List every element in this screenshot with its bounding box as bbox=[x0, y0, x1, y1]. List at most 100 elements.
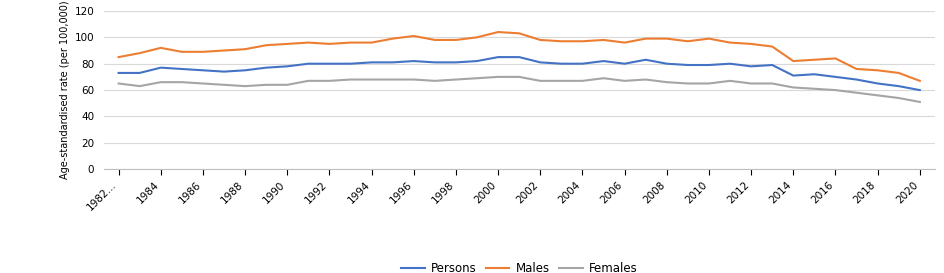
Males bbox=[767, 45, 778, 48]
Males bbox=[724, 41, 735, 44]
Persons bbox=[872, 82, 884, 85]
Line: Females: Females bbox=[119, 77, 919, 102]
Males bbox=[303, 41, 314, 44]
Males bbox=[787, 60, 799, 63]
Persons bbox=[640, 58, 651, 61]
Persons bbox=[619, 62, 631, 65]
Females bbox=[724, 79, 735, 82]
Females bbox=[851, 91, 862, 94]
Males bbox=[430, 38, 441, 41]
Females bbox=[240, 85, 251, 88]
Females bbox=[430, 79, 441, 82]
Males bbox=[830, 57, 841, 60]
Males bbox=[450, 38, 462, 41]
Persons bbox=[893, 85, 904, 88]
Females bbox=[450, 78, 462, 81]
Persons bbox=[471, 60, 482, 63]
Persons bbox=[155, 66, 166, 69]
Persons bbox=[661, 62, 672, 65]
Males bbox=[240, 48, 251, 51]
Males bbox=[177, 50, 188, 54]
Persons bbox=[261, 66, 272, 69]
Males bbox=[155, 46, 166, 49]
Males bbox=[493, 30, 504, 34]
Persons bbox=[830, 75, 841, 79]
Females bbox=[324, 79, 335, 82]
Males bbox=[514, 32, 525, 35]
Persons bbox=[767, 63, 778, 67]
Males bbox=[851, 67, 862, 71]
Persons bbox=[177, 67, 188, 71]
Females bbox=[493, 75, 504, 79]
Females bbox=[134, 85, 145, 88]
Males bbox=[408, 34, 419, 38]
Females bbox=[218, 83, 229, 87]
Males bbox=[640, 37, 651, 40]
Males bbox=[366, 41, 378, 44]
Females bbox=[471, 77, 482, 80]
Persons bbox=[281, 65, 293, 68]
Males bbox=[134, 52, 145, 55]
Persons bbox=[809, 73, 820, 76]
Males bbox=[345, 41, 356, 44]
Females bbox=[177, 81, 188, 84]
Females bbox=[640, 78, 651, 81]
Persons bbox=[218, 70, 229, 73]
Males bbox=[809, 58, 820, 61]
Y-axis label: Age-standardised rate (per 100,000): Age-standardised rate (per 100,000) bbox=[60, 1, 70, 179]
Females bbox=[408, 78, 419, 81]
Males bbox=[872, 69, 884, 72]
Males bbox=[387, 37, 398, 40]
Females bbox=[683, 82, 694, 85]
Females bbox=[830, 88, 841, 92]
Persons bbox=[387, 61, 398, 64]
Persons bbox=[113, 71, 125, 75]
Males bbox=[534, 38, 546, 41]
Persons bbox=[577, 62, 588, 65]
Males bbox=[218, 49, 229, 52]
Males bbox=[197, 50, 209, 54]
Females bbox=[703, 82, 715, 85]
Line: Males: Males bbox=[119, 32, 919, 81]
Persons bbox=[450, 61, 462, 64]
Females bbox=[914, 100, 925, 104]
Males bbox=[324, 42, 335, 46]
Persons bbox=[324, 62, 335, 65]
Line: Persons: Persons bbox=[119, 57, 919, 90]
Males bbox=[281, 42, 293, 46]
Persons bbox=[430, 61, 441, 64]
Persons bbox=[493, 55, 504, 59]
Males bbox=[683, 40, 694, 43]
Males bbox=[471, 36, 482, 39]
Females bbox=[514, 75, 525, 79]
Persons bbox=[556, 62, 567, 65]
Females bbox=[387, 78, 398, 81]
Persons bbox=[534, 61, 546, 64]
Persons bbox=[514, 55, 525, 59]
Females bbox=[809, 87, 820, 90]
Males bbox=[914, 79, 925, 82]
Males bbox=[893, 71, 904, 75]
Females bbox=[598, 77, 609, 80]
Persons bbox=[598, 60, 609, 63]
Persons bbox=[240, 69, 251, 72]
Females bbox=[534, 79, 546, 82]
Persons bbox=[914, 88, 925, 92]
Persons bbox=[851, 78, 862, 81]
Persons bbox=[303, 62, 314, 65]
Females bbox=[261, 83, 272, 87]
Females bbox=[303, 79, 314, 82]
Females bbox=[767, 82, 778, 85]
Females bbox=[787, 86, 799, 89]
Persons bbox=[683, 63, 694, 67]
Persons bbox=[134, 71, 145, 75]
Persons bbox=[408, 60, 419, 63]
Females bbox=[281, 83, 293, 87]
Males bbox=[556, 40, 567, 43]
Males bbox=[598, 38, 609, 41]
Males bbox=[619, 41, 631, 44]
Males bbox=[113, 55, 125, 59]
Males bbox=[703, 37, 715, 40]
Females bbox=[345, 78, 356, 81]
Persons bbox=[787, 74, 799, 77]
